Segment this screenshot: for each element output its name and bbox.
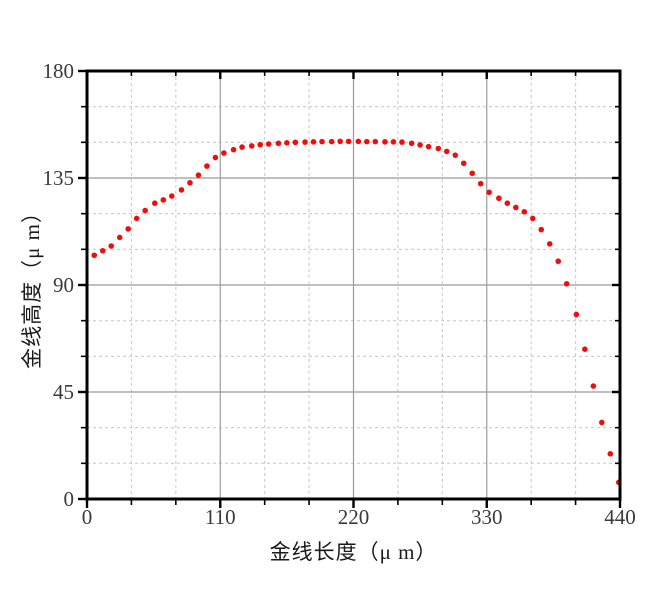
data-point xyxy=(382,139,388,145)
data-point xyxy=(345,138,352,145)
data-point xyxy=(504,200,511,207)
data-point xyxy=(142,207,148,214)
data-point xyxy=(513,204,519,211)
y-tick-label: 45 xyxy=(53,380,74,404)
data-point xyxy=(257,141,264,148)
x-tick-label: 440 xyxy=(604,505,636,529)
data-point xyxy=(99,247,106,254)
x-tick-label: 330 xyxy=(471,505,503,529)
data-point xyxy=(460,160,467,167)
data-point xyxy=(364,138,370,145)
data-point xyxy=(204,163,210,169)
data-point xyxy=(496,195,502,202)
y-tick-label: 0 xyxy=(64,487,75,511)
x-tick-label: 110 xyxy=(205,505,236,529)
data-point xyxy=(443,148,450,155)
data-point xyxy=(477,180,484,187)
data-point xyxy=(607,451,614,457)
data-point xyxy=(328,138,335,145)
data-point xyxy=(555,258,562,265)
data-point xyxy=(212,154,219,161)
grid-major xyxy=(87,71,620,499)
data-point xyxy=(302,139,308,145)
x-tick-label: 0 xyxy=(82,505,93,529)
data-point xyxy=(187,179,193,186)
data-point xyxy=(563,281,570,287)
data-point xyxy=(319,138,325,145)
data-point xyxy=(292,139,299,146)
data-point xyxy=(469,170,476,177)
y-axis-title: 金线高度（μ m） xyxy=(20,201,44,369)
data-point xyxy=(486,189,492,196)
data-point xyxy=(310,139,317,145)
data-point xyxy=(599,419,605,426)
y-tick-label: 180 xyxy=(43,59,75,83)
data-point xyxy=(265,141,272,147)
x-axis-title: 金线长度（μ m） xyxy=(269,540,438,564)
data-point xyxy=(590,383,597,389)
data-point xyxy=(408,140,415,147)
data-point xyxy=(108,243,115,249)
data-point xyxy=(221,150,227,156)
axis-ticks xyxy=(78,69,622,508)
data-point xyxy=(133,215,140,222)
data-point xyxy=(582,346,588,353)
data-point xyxy=(160,197,167,203)
data-point xyxy=(425,143,432,150)
data-point xyxy=(275,140,282,147)
data-point xyxy=(239,144,245,150)
data-point xyxy=(573,311,580,318)
data-point xyxy=(168,193,175,199)
data-point xyxy=(538,226,545,233)
data-point xyxy=(91,252,98,259)
y-tick-label: 135 xyxy=(43,166,75,190)
data-point xyxy=(390,139,397,145)
data-point xyxy=(116,234,123,241)
x-tick-labels: 0 110 220 330 440 xyxy=(82,505,636,529)
data-point xyxy=(284,140,290,146)
x-tick-label: 220 xyxy=(338,505,370,529)
data-point xyxy=(529,215,536,222)
data-point xyxy=(521,208,528,215)
data-point xyxy=(178,187,185,193)
data-point xyxy=(417,142,423,148)
data-point xyxy=(230,146,237,153)
data-point xyxy=(372,138,379,145)
data-point xyxy=(195,172,202,178)
y-tick-label: 90 xyxy=(53,273,74,297)
data-point xyxy=(452,152,459,158)
data-point xyxy=(248,143,255,149)
data-points xyxy=(91,138,622,486)
data-point xyxy=(546,241,553,247)
data-point xyxy=(337,138,343,145)
data-point xyxy=(125,226,131,232)
data-point xyxy=(435,145,442,152)
y-tick-labels: 0 45 90 135 180 xyxy=(43,59,75,511)
data-point xyxy=(152,200,158,207)
data-point xyxy=(399,139,405,145)
data-point xyxy=(355,138,362,145)
